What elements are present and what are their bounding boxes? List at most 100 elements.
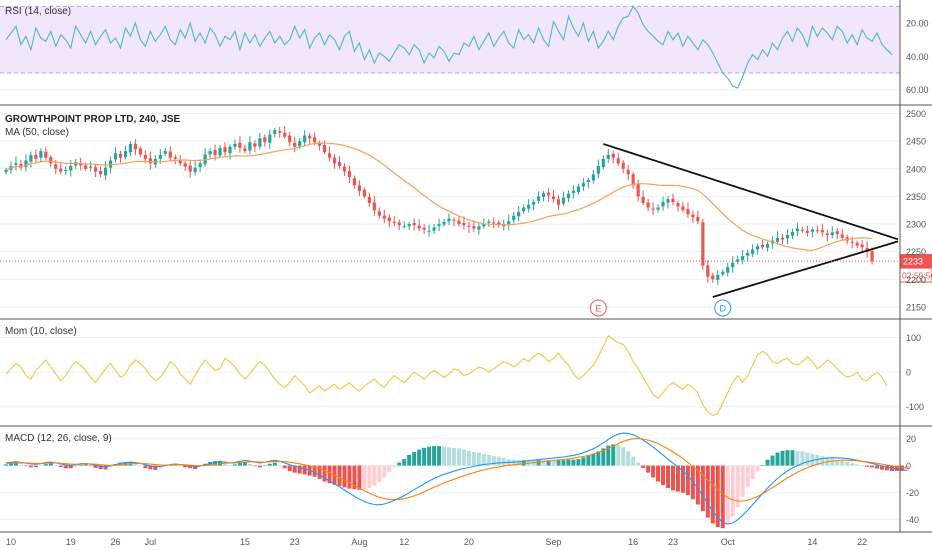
macd-histogram-bar xyxy=(392,465,397,468)
panel-separators xyxy=(0,0,932,533)
candle-body xyxy=(193,167,197,173)
candle-body xyxy=(586,179,590,183)
macd-histogram-bar xyxy=(661,465,666,486)
macd-histogram-bar xyxy=(267,463,272,466)
candle-body xyxy=(497,222,501,226)
macd-histogram-bar xyxy=(387,465,392,473)
macd-histogram-bar xyxy=(451,447,456,466)
candle-body xyxy=(527,204,531,209)
candle-body xyxy=(183,163,187,167)
candle-body xyxy=(855,242,859,246)
candle-body xyxy=(805,230,809,233)
macd-histogram-bar xyxy=(38,465,43,467)
candle-body xyxy=(571,190,576,194)
macd-histogram-bar xyxy=(785,450,790,466)
candle-body xyxy=(487,221,491,223)
candle-body xyxy=(84,165,88,169)
candle-body xyxy=(118,153,123,158)
candle-body xyxy=(54,164,58,169)
macd-histogram-bar xyxy=(417,449,422,466)
candle-body xyxy=(402,226,406,228)
macd-histogram-bar xyxy=(581,457,586,466)
candle-body xyxy=(795,228,800,232)
candle-body xyxy=(98,171,103,175)
candle-body xyxy=(581,183,585,187)
macd-histogram-bar xyxy=(28,465,33,468)
macd-histogram-bar xyxy=(710,465,715,524)
time-tick-label: 23 xyxy=(668,537,678,547)
candle-body xyxy=(283,132,287,137)
candle-body xyxy=(691,214,695,218)
macd-histogram-bar xyxy=(362,465,367,490)
time-tick-label: 12 xyxy=(399,537,409,547)
candle-body xyxy=(566,193,571,199)
candle-body xyxy=(258,138,262,147)
macd-histogram-bar xyxy=(143,465,148,468)
last-price-tag xyxy=(900,254,932,269)
price-tick-label: 2150 xyxy=(906,302,926,312)
candle-body xyxy=(113,153,118,160)
candle-body xyxy=(765,243,770,248)
candle-body xyxy=(417,225,421,229)
macd-histogram-bar xyxy=(486,454,491,466)
macd-histogram-bar xyxy=(432,446,437,466)
candle-body xyxy=(248,142,252,151)
candle-body xyxy=(671,198,675,202)
macd-histogram-bar xyxy=(213,461,218,466)
candle-body xyxy=(621,162,625,169)
macd-histogram-bar xyxy=(561,460,566,466)
last-price-label: 2233 xyxy=(903,257,923,267)
macd-histogram-bar xyxy=(223,463,228,466)
price-tick-label: 2250 xyxy=(906,247,926,257)
macd-tick-label: -20 xyxy=(906,488,919,498)
macd-histogram-bar xyxy=(626,451,631,466)
mom-label: Mom (10, close) xyxy=(5,326,77,337)
candle-body xyxy=(357,185,361,191)
price-tick-label: 2300 xyxy=(906,220,926,230)
candle-body xyxy=(760,245,765,248)
macd-histogram-bar xyxy=(770,455,775,466)
macd-histogram-bar xyxy=(730,465,735,517)
macd-histogram-bar xyxy=(422,447,427,466)
candle-body xyxy=(108,160,113,168)
candle-body xyxy=(233,143,237,147)
candle-body xyxy=(736,259,740,262)
candle-body xyxy=(626,169,630,175)
candle-body xyxy=(173,157,177,159)
macd-histogram-bar xyxy=(755,465,760,472)
candle-body xyxy=(253,143,257,147)
candle-body xyxy=(218,147,222,156)
candle-body xyxy=(810,229,814,232)
macd-histogram-bar xyxy=(840,460,845,466)
candle-body xyxy=(596,166,600,174)
candle-body xyxy=(437,224,441,227)
candle-body xyxy=(611,153,615,158)
candle-body xyxy=(288,135,292,143)
candle-body xyxy=(651,208,655,210)
candle-body xyxy=(780,237,785,240)
candle-body xyxy=(482,224,486,227)
macd-histogram-bar xyxy=(342,465,347,488)
macd-histogram-bar xyxy=(551,460,556,466)
candle-body xyxy=(422,227,426,230)
time-axis: 10 19 26 Jul 15 23 Aug 12 20 Sep 16 23 Oct 14 22 xyxy=(6,537,867,547)
candle-body xyxy=(785,235,790,239)
candle-body xyxy=(830,232,834,236)
candle-body xyxy=(840,234,844,238)
macd-histogram-bar xyxy=(720,465,725,529)
candle-body xyxy=(79,163,83,166)
candle-body xyxy=(756,246,760,250)
macd-histogram-bar xyxy=(133,463,138,466)
candle-body xyxy=(731,262,735,268)
macd-histogram-bar xyxy=(705,465,710,518)
candle-body xyxy=(188,165,192,172)
candle-body xyxy=(835,231,839,234)
candle-body xyxy=(676,203,680,207)
macd-histogram-bar xyxy=(4,464,8,466)
countdown-label: 02:59:56 xyxy=(902,271,932,281)
macd-histogram-bar xyxy=(118,462,123,466)
candle-body xyxy=(24,160,28,168)
macd-histogram-bar xyxy=(98,465,103,470)
macd-histogram-bar xyxy=(372,465,377,486)
candle-body xyxy=(392,221,396,223)
